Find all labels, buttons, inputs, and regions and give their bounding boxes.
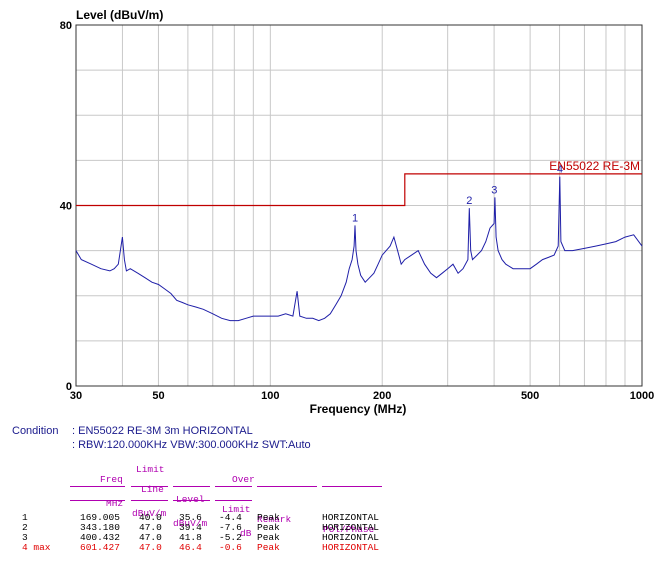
x-tick-label: 30 [70, 390, 82, 402]
table-header: Freq Line Level Limit Remark Pol/Phase [0, 465, 374, 535]
units-rule-freq [70, 500, 125, 501]
unit-freq: MHz [106, 498, 124, 509]
cell-index: 2 [22, 522, 28, 533]
cell-limit: 47.0 [139, 542, 162, 553]
cell-index: 3 [22, 532, 28, 543]
marker-label: 4 [557, 164, 563, 176]
limit-line [76, 173, 642, 207]
cell-over: -0.6 [219, 542, 242, 553]
header-level: Level [176, 494, 205, 505]
emission-chart: 1 2 3 4 30 50 100 200 500 1000 80 40 0 Level (dBuV/… [60, 8, 654, 416]
unit-level: dBuV/m [173, 518, 208, 529]
cell-pol: HORIZONTAL [322, 512, 380, 523]
header-rule-line [131, 486, 168, 487]
header-remark: Remark [257, 514, 292, 525]
marker-label: 2 [466, 195, 472, 207]
x-tick-label: 1000 [630, 390, 654, 402]
y-tick-label: 80 [60, 20, 72, 32]
limit-line-label: EN55022 RE-3M [549, 159, 640, 173]
header-limit-top: Limit [136, 464, 165, 475]
cell-freq: 169.005 [80, 512, 120, 523]
header-pol-phase: Pol/Phase [323, 524, 375, 535]
units-rule-over [215, 500, 252, 501]
marker-label: 1 [352, 212, 358, 224]
cell-remark: Peak [257, 522, 280, 533]
units-rule-level [173, 500, 210, 501]
condition-line-2: : RBW:120.000KHz VBW:300.000KHz SWT:Auto [72, 439, 311, 451]
header-line: Line [141, 484, 164, 495]
x-tick-label: 500 [521, 390, 539, 402]
header-rule-remark [257, 486, 317, 487]
header-over-limit: Limit [222, 504, 251, 515]
cell-remark: Peak [257, 512, 280, 523]
cell-remark: Peak [257, 532, 280, 543]
unit-limit: dBuV/m [132, 508, 167, 519]
marker-label: 3 [491, 184, 497, 196]
cell-level: 41.8 [179, 532, 202, 543]
cell-over: -7.6 [219, 522, 242, 533]
y-tick-label: 0 [66, 381, 72, 393]
cell-remark: Peak [257, 542, 280, 553]
x-tick-label: 50 [152, 390, 164, 402]
header-rule-freq [70, 486, 125, 487]
cell-pol: HORIZONTAL [322, 522, 380, 533]
x-axis-label: Frequency (MHz) [310, 402, 407, 416]
cell-pol: HORIZONTAL [322, 542, 380, 553]
cell-index: 1 [22, 512, 28, 523]
table-units: MHz dBuV/m dBuV/m dB [0, 489, 251, 539]
cell-level: 39.4 [179, 522, 202, 533]
cell-freq: 601.427 [80, 542, 120, 553]
grid [76, 25, 642, 386]
header-rule-over [215, 486, 252, 487]
cell-pol: HORIZONTAL [322, 532, 380, 543]
cell-level: 46.4 [179, 542, 202, 553]
cell-index: 4 max [22, 542, 51, 553]
header-rule-pol [322, 486, 382, 487]
condition-label: Condition [12, 425, 59, 437]
header-rule-level [173, 486, 210, 487]
x-tick-label: 200 [373, 390, 391, 402]
table-header-top: Limit Over [0, 455, 255, 485]
unit-over: dB [240, 528, 252, 539]
cell-level: 35.6 [179, 512, 202, 523]
tick-layer: 30 50 100 200 500 1000 80 40 0 [60, 20, 654, 402]
cell-limit: 40.0 [139, 512, 162, 523]
cell-freq: 400.432 [80, 532, 120, 543]
units-rule-line [131, 500, 168, 501]
cell-over: -5.2 [219, 532, 242, 543]
limit-layer [76, 173, 642, 207]
series-layer [75, 176, 643, 322]
marker-layer: 1 2 3 4 [352, 164, 563, 225]
condition-line-1: : EN55022 RE-3M 3m HORIZONTAL [72, 425, 253, 437]
y-tick-label: 40 [60, 201, 72, 213]
cell-over: -4.4 [219, 512, 242, 523]
header-freq: Freq [100, 474, 123, 485]
y-axis-label: Level (dBuV/m) [76, 8, 163, 22]
cell-limit: 47.0 [139, 522, 162, 533]
header-over-top: Over [232, 474, 255, 485]
series-line-measurement [75, 176, 643, 322]
x-tick-label: 100 [261, 390, 279, 402]
cell-limit: 47.0 [139, 532, 162, 543]
cell-freq: 343.180 [80, 522, 120, 533]
